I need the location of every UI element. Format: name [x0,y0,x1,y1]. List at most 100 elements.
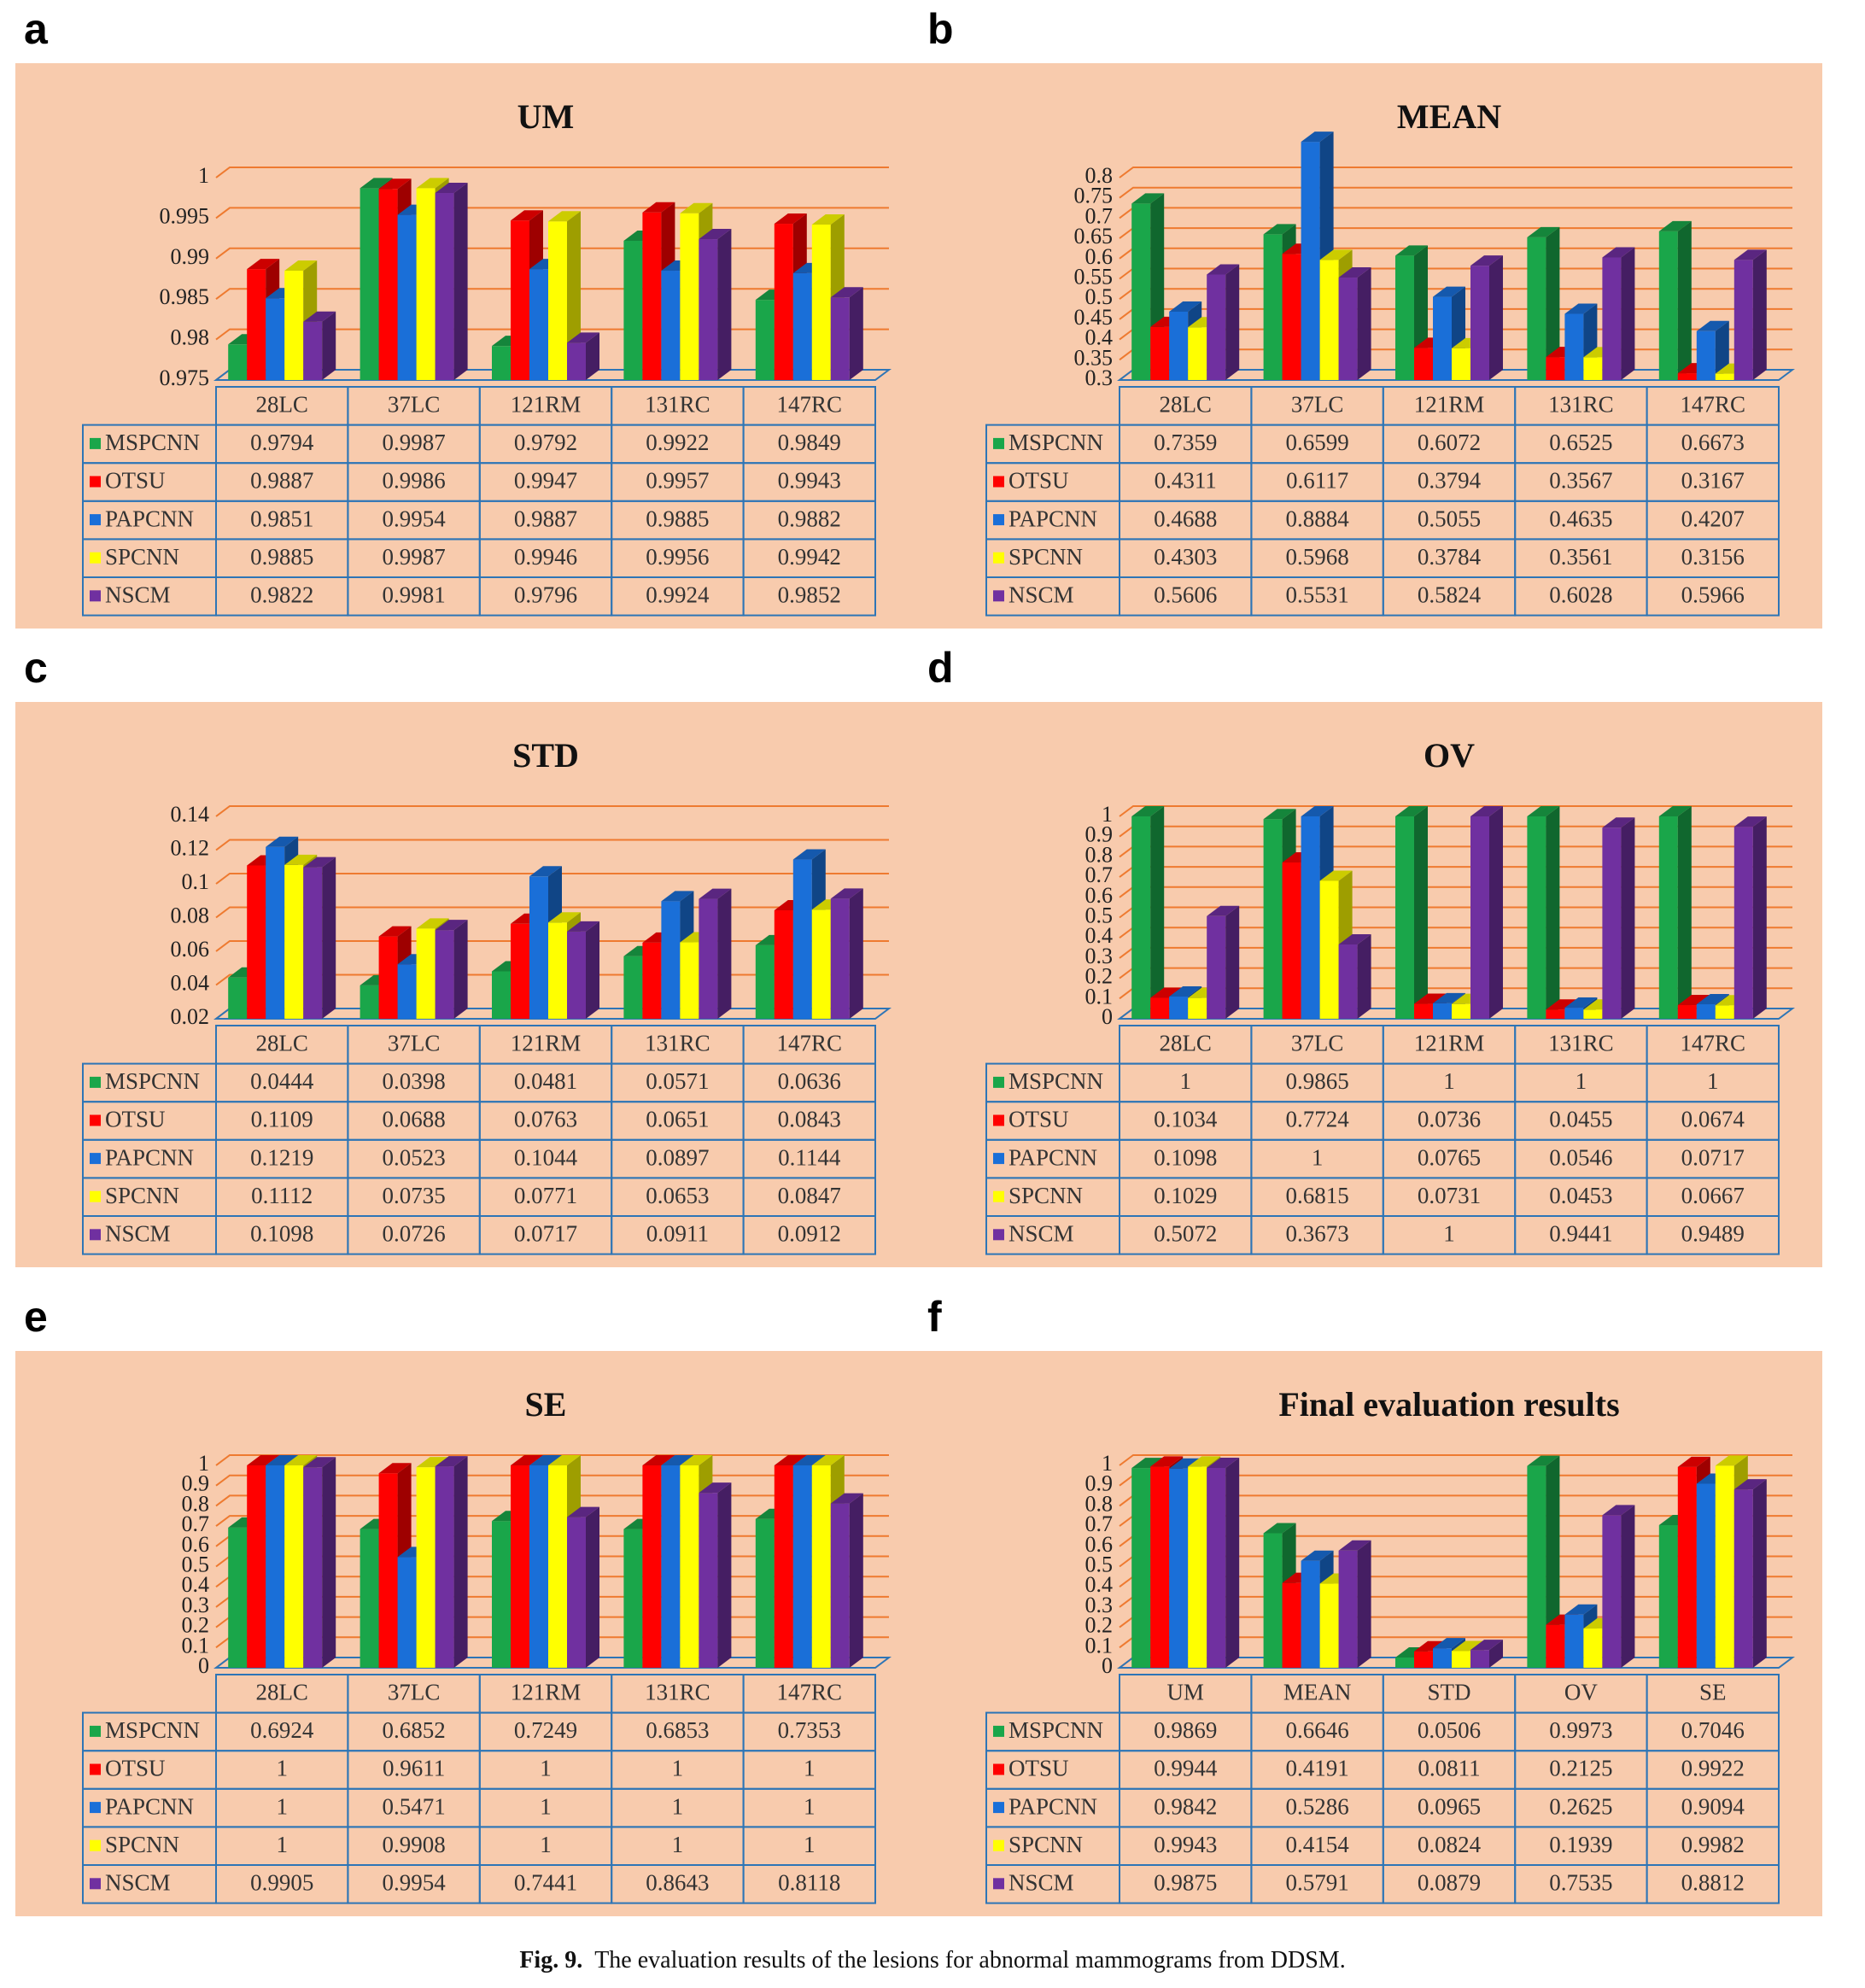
table-value: 0.1029 [1154,1183,1217,1208]
bar-top [548,1455,581,1465]
bar-top [699,888,732,899]
y-tick-label: 0.7 [182,1511,210,1536]
bar-top [567,1506,599,1517]
bar-top [1602,247,1635,258]
table-value: 0.9887 [250,468,313,494]
table-value: 0.1098 [250,1221,313,1247]
bar [1282,254,1301,380]
category-label: OV [1564,1680,1598,1705]
bar [680,1465,699,1668]
bar [1733,260,1753,380]
bar-top [1564,303,1598,314]
y-tick-label: 0.1 [182,869,210,894]
bar [792,1465,812,1668]
legend-label: NSCM [105,1221,171,1247]
bar [1564,313,1584,380]
table-value: 0.6117 [1286,468,1348,494]
bar-top [830,287,863,298]
y-tick-label: 0.9 [182,1471,210,1496]
legend-label: MSPCNN [1009,1068,1103,1094]
legend-label: MSPCNN [1009,1717,1103,1743]
table-value: 0.7441 [514,1870,577,1896]
table-value: 0.3567 [1549,468,1612,494]
table-value: 1 [540,1793,552,1819]
chart-panel: UM 0.975 0.98 0.985 0.99 0.995 1 28LC 37LC 121RM 1… [15,63,919,629]
y-tick-label: 0.9 [1085,1471,1114,1496]
bar [755,944,775,1019]
table-value: 1 [1179,1068,1191,1094]
y-tick-label: 0.4 [1085,923,1114,948]
bar-side [322,857,336,1019]
y-tick-label: 0.7 [1085,203,1114,228]
y-tick-label: 0.1 [182,1633,210,1658]
y-tick-label: 1 [1102,1451,1113,1476]
bar [378,189,398,380]
y-tick-label: 0.55 [1074,264,1114,289]
bar [1658,816,1678,1019]
table-value: 0.0444 [250,1068,314,1094]
bar-side [453,1456,468,1668]
legend-label: PAPCNN [105,1793,194,1819]
y-tick-label: 0.7 [1085,1511,1114,1536]
bar [792,859,812,1019]
bar [1583,1628,1603,1668]
category-label: 28LC [1159,392,1212,418]
bar [378,1473,398,1668]
bar-top [378,178,412,190]
category-label: 131RC [645,1680,710,1705]
bar [435,193,454,380]
table-value: 0.9944 [1154,1756,1218,1781]
bar-top [680,1455,713,1465]
bar-top [1207,905,1240,916]
bar-side [1677,806,1692,1019]
category-label: 28LC [255,392,308,418]
y-tick-label: 0.7 [1085,862,1114,887]
bar [378,936,398,1019]
bar [397,964,417,1019]
bar-top [1263,224,1296,235]
bar [830,297,850,380]
table-value: 0.0965 [1418,1793,1481,1819]
bar [680,942,699,1019]
bar-top [529,866,562,877]
bar [1452,1651,1470,1668]
panel-label: e [24,1293,48,1341]
table-value: 0.3167 [1681,468,1745,494]
table-value: 0.0506 [1418,1717,1481,1743]
bar-top [1564,997,1598,1009]
table-value: 0.5531 [1285,582,1348,608]
legend-label: OTSU [1009,1107,1069,1132]
y-tick-label: 0.02 [171,1004,210,1029]
legend-label: OTSU [105,1107,166,1132]
legend-label: NSCM [105,582,171,608]
y-tick-label: 0.5 [182,1552,210,1576]
table-value: 1 [1707,1068,1719,1094]
table-value: 0.9852 [778,582,841,608]
bar [228,1527,248,1668]
table-value: 0.6072 [1418,430,1481,455]
table-cell [742,576,876,617]
bar-top [1452,1640,1484,1652]
panel-label: b [927,5,954,53]
bar [623,956,643,1019]
y-tick-label: 0 [1102,1004,1113,1029]
bar-top [1658,806,1692,816]
category-label: 28LC [255,1680,308,1705]
bar-side [1489,1640,1503,1668]
table-value: 0.3673 [1285,1221,1348,1247]
bar-side [1752,816,1767,1019]
category-label: SE [1699,1680,1727,1705]
bar [266,846,285,1019]
table-value: 0.4688 [1154,506,1217,531]
bar-top [1527,226,1560,237]
y-tick-label: 0.1 [1085,1633,1114,1658]
legend-label: NSCM [1009,1221,1074,1247]
legend-swatch [993,1229,1004,1241]
bar-top [1319,870,1353,881]
bar-top [567,921,599,932]
table-value: 0.0763 [514,1107,577,1132]
bar [1470,816,1489,1019]
y-tick-label: 0.4 [1085,1572,1114,1597]
table-value: 0.9875 [1154,1870,1217,1896]
